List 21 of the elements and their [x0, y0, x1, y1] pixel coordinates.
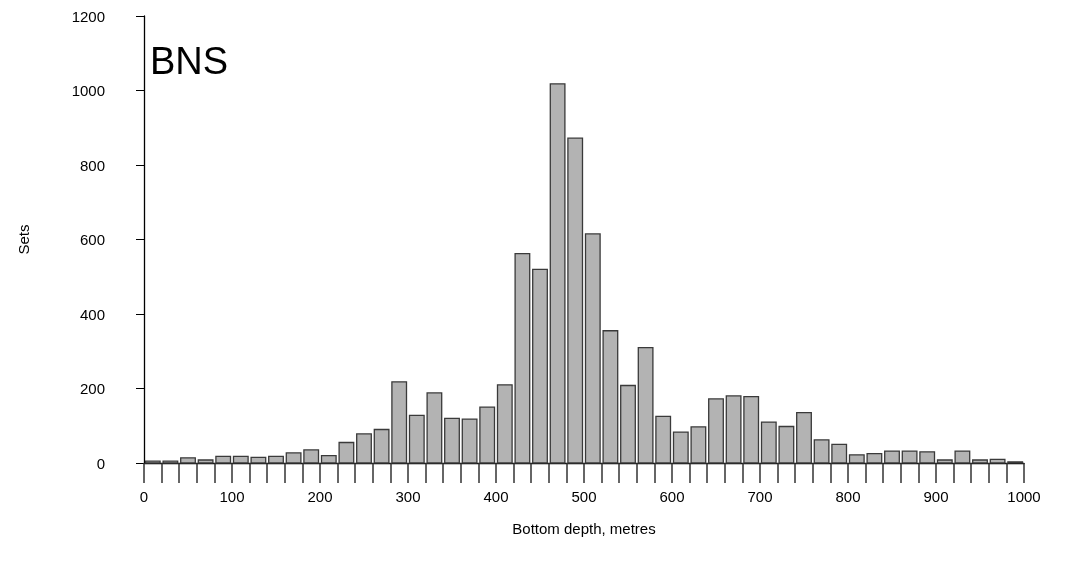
- y-axis-title: Sets: [15, 224, 32, 255]
- y-tick-label: 0: [96, 454, 105, 472]
- x-tick-label: 600: [659, 488, 685, 505]
- x-tick-label: 100: [219, 488, 245, 505]
- y-tick-label: 1200: [71, 7, 105, 25]
- x-tick-label: 700: [747, 488, 773, 505]
- x-tick-label: 900: [923, 488, 949, 505]
- x-tick-label: 200: [307, 488, 333, 505]
- x-tick-label: 1000: [1007, 488, 1041, 505]
- y-tick-label: 400: [79, 305, 105, 323]
- y-tick-label: 800: [79, 156, 105, 174]
- annotation: BNS: [150, 40, 229, 82]
- y-tick-label: 1000: [71, 82, 105, 99]
- x-tick-label: 300: [395, 488, 421, 505]
- x-tick-label: 500: [571, 488, 597, 505]
- y-tick-label: 200: [79, 380, 105, 397]
- x-tick-label: 400: [483, 488, 509, 505]
- x-tick-label: 0: [139, 488, 149, 505]
- x-tick-label: 800: [835, 488, 861, 505]
- x-axis-title: Bottom depth, metres: [512, 520, 656, 537]
- y-tick-label: 600: [79, 231, 105, 248]
